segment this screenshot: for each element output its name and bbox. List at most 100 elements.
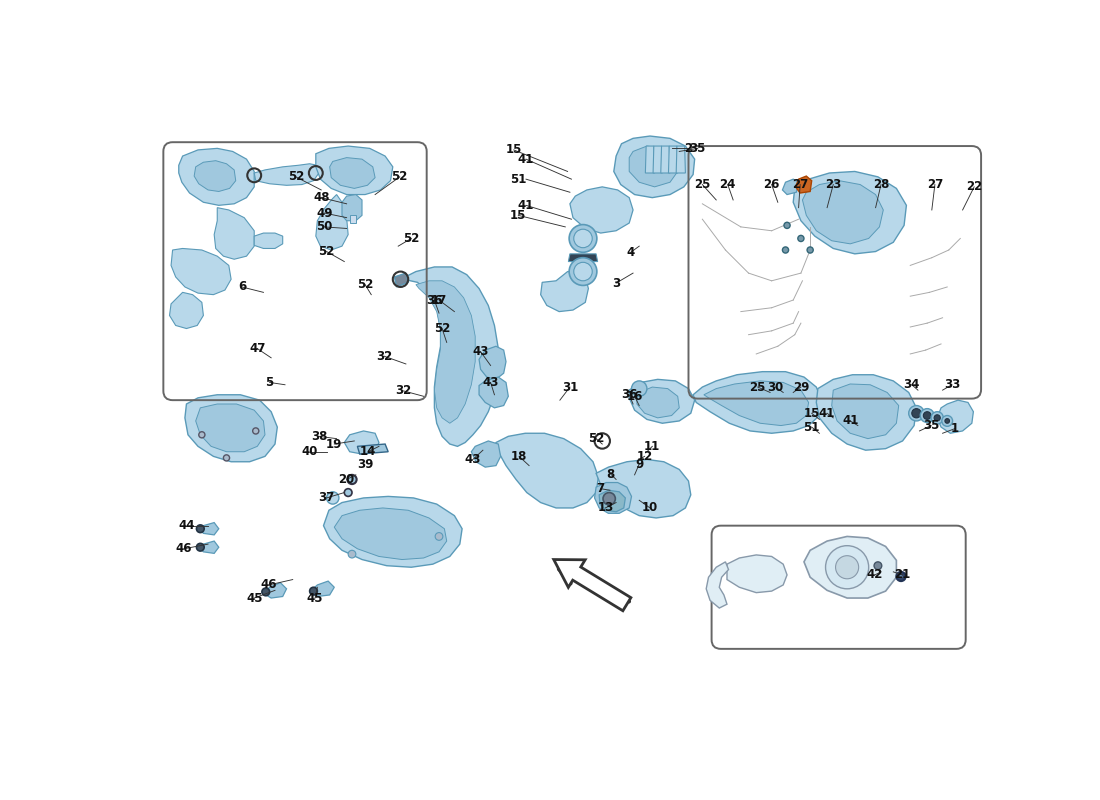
Polygon shape xyxy=(358,444,388,454)
Polygon shape xyxy=(199,541,219,554)
Polygon shape xyxy=(637,387,680,418)
Text: 42: 42 xyxy=(867,569,883,582)
Circle shape xyxy=(798,235,804,242)
Polygon shape xyxy=(704,381,808,426)
Polygon shape xyxy=(596,459,691,518)
Text: 50: 50 xyxy=(316,220,332,234)
Circle shape xyxy=(909,406,924,421)
Circle shape xyxy=(923,412,931,419)
Text: 51: 51 xyxy=(510,173,527,186)
Polygon shape xyxy=(323,496,462,567)
Text: 11: 11 xyxy=(645,440,660,453)
Circle shape xyxy=(569,225,597,252)
Polygon shape xyxy=(676,146,685,173)
Circle shape xyxy=(836,556,859,578)
Circle shape xyxy=(942,415,953,426)
Polygon shape xyxy=(937,400,974,434)
Circle shape xyxy=(825,546,869,589)
Text: 27: 27 xyxy=(927,178,943,191)
Polygon shape xyxy=(795,176,812,193)
Text: 23: 23 xyxy=(825,178,842,191)
Text: 25: 25 xyxy=(694,178,711,191)
Polygon shape xyxy=(706,562,728,608)
Polygon shape xyxy=(629,379,695,423)
Polygon shape xyxy=(727,555,788,593)
Text: 44: 44 xyxy=(178,519,195,532)
Text: 35: 35 xyxy=(923,419,939,432)
Text: 21: 21 xyxy=(894,569,911,582)
Text: 36: 36 xyxy=(426,294,442,306)
Text: 25: 25 xyxy=(749,381,766,394)
Circle shape xyxy=(934,414,940,421)
Polygon shape xyxy=(614,136,695,198)
Circle shape xyxy=(197,525,205,533)
Text: 41: 41 xyxy=(518,199,535,212)
Text: 28: 28 xyxy=(872,178,889,191)
Text: 52: 52 xyxy=(403,232,419,245)
Polygon shape xyxy=(793,171,906,254)
Polygon shape xyxy=(661,146,670,173)
Circle shape xyxy=(921,409,934,422)
Text: 15: 15 xyxy=(506,143,521,157)
Text: 45: 45 xyxy=(307,591,323,605)
Text: 9: 9 xyxy=(635,458,643,470)
Text: 41: 41 xyxy=(518,153,535,166)
Polygon shape xyxy=(350,215,356,223)
Polygon shape xyxy=(472,441,500,467)
Text: 47: 47 xyxy=(249,342,265,355)
Polygon shape xyxy=(594,482,631,514)
Text: 32: 32 xyxy=(396,385,411,398)
Text: 33: 33 xyxy=(944,378,960,391)
Text: 14: 14 xyxy=(360,446,376,458)
Polygon shape xyxy=(264,582,286,598)
Polygon shape xyxy=(693,372,822,434)
Text: 35: 35 xyxy=(690,142,706,155)
Circle shape xyxy=(327,492,339,504)
Text: 30: 30 xyxy=(768,381,783,394)
Polygon shape xyxy=(416,281,475,423)
Text: 8: 8 xyxy=(606,467,615,481)
Polygon shape xyxy=(254,164,319,186)
Polygon shape xyxy=(172,249,231,294)
Text: 6: 6 xyxy=(238,281,246,294)
Circle shape xyxy=(931,412,944,424)
Circle shape xyxy=(310,587,318,595)
Text: 31: 31 xyxy=(562,381,578,394)
Polygon shape xyxy=(600,490,625,512)
Circle shape xyxy=(253,428,258,434)
Text: 49: 49 xyxy=(316,206,332,219)
Text: 29: 29 xyxy=(793,381,810,394)
Circle shape xyxy=(631,381,647,396)
Text: 7: 7 xyxy=(596,482,605,495)
Polygon shape xyxy=(196,404,265,452)
Polygon shape xyxy=(480,377,508,408)
Text: 52: 52 xyxy=(392,170,408,183)
Circle shape xyxy=(197,543,205,551)
Circle shape xyxy=(912,409,921,418)
Text: 5: 5 xyxy=(265,376,274,389)
Text: 22: 22 xyxy=(966,180,982,194)
Polygon shape xyxy=(395,273,408,287)
Circle shape xyxy=(199,432,205,438)
Polygon shape xyxy=(782,179,799,194)
Text: 38: 38 xyxy=(310,430,327,443)
Polygon shape xyxy=(334,508,447,559)
Text: 1: 1 xyxy=(950,422,959,435)
Text: 36: 36 xyxy=(621,388,637,402)
Text: 43: 43 xyxy=(472,345,488,358)
Text: 45: 45 xyxy=(246,591,263,605)
Circle shape xyxy=(348,550,356,558)
Circle shape xyxy=(784,222,790,229)
Polygon shape xyxy=(310,581,334,597)
Text: 4: 4 xyxy=(627,246,635,259)
Polygon shape xyxy=(804,537,896,598)
Circle shape xyxy=(574,262,592,281)
Polygon shape xyxy=(646,146,654,173)
Polygon shape xyxy=(816,374,916,450)
Text: 46: 46 xyxy=(176,542,192,555)
Text: 17: 17 xyxy=(431,294,447,306)
Circle shape xyxy=(603,493,615,505)
Circle shape xyxy=(896,572,905,581)
Polygon shape xyxy=(653,146,662,173)
Circle shape xyxy=(348,475,356,484)
